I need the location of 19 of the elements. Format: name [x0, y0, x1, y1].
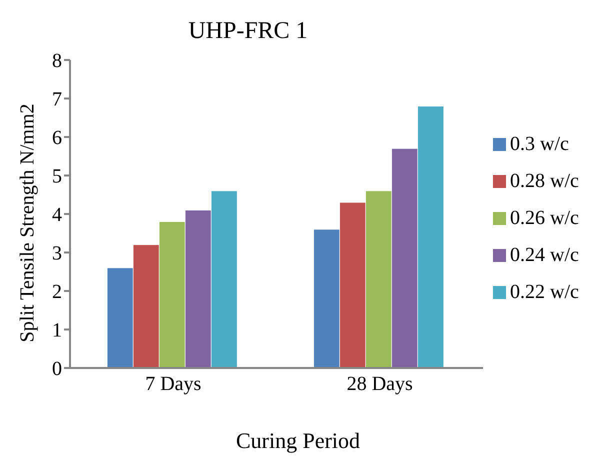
x-tick-label: 7 Days: [145, 373, 202, 396]
y-tick-label: 7: [52, 88, 62, 111]
x-axis-title: Curing Period: [234, 428, 362, 454]
legend-label: 0.3 w/c: [510, 132, 569, 156]
y-tick-label: 1: [52, 320, 62, 342]
legend-label: 0.26 w/c: [510, 206, 579, 230]
y-tick-label: 4: [52, 204, 62, 226]
legend-label: 0.28 w/c: [510, 170, 579, 192]
x-tick-label: 28 Days: [346, 373, 414, 396]
y-tick-label: 2: [52, 281, 62, 304]
y-tick-label: 6: [52, 127, 62, 150]
chart-title: UHP-FRC 1: [187, 18, 309, 45]
y-tick-label: 5: [52, 166, 62, 188]
y-axis-title: Split Tensile Strength N/mm2: [16, 104, 40, 342]
y-tick-label: 8: [52, 50, 62, 72]
legend-label: 0.24 w/c: [510, 244, 579, 266]
y-tick-label: 3: [52, 242, 62, 265]
legend-label: 0.22 w/c: [510, 280, 579, 304]
y-tick-label: 0: [52, 358, 62, 380]
